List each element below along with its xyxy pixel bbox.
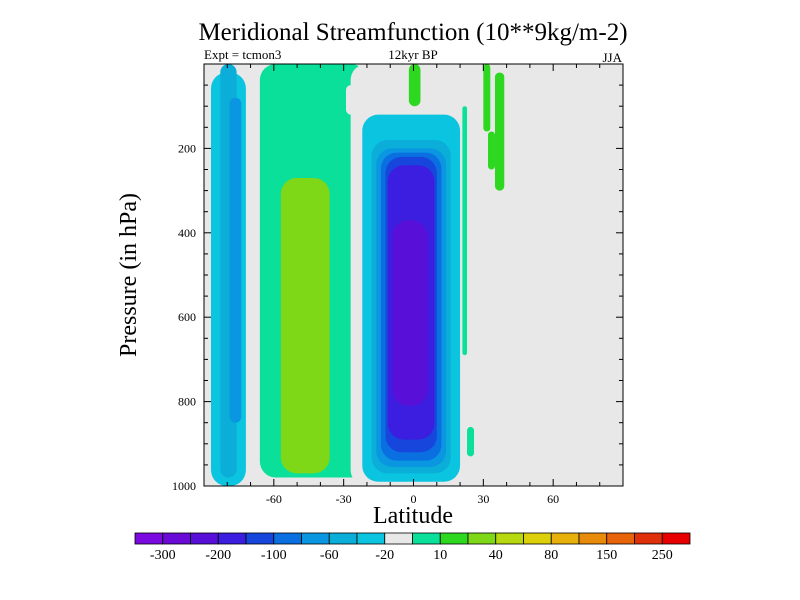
time-period-label: 12kyr BP xyxy=(388,47,437,62)
y-tick-label: 1000 xyxy=(172,479,196,493)
x-tick-label: -30 xyxy=(336,492,352,506)
contour-region xyxy=(448,64,465,128)
colorbar-label: -200 xyxy=(205,548,231,563)
plot-area xyxy=(203,63,624,487)
chart-title: Meridional Streamfunction (10**9kg/m-2) xyxy=(198,19,627,46)
colorbar-label: 40 xyxy=(489,548,503,563)
y-tick-label: 600 xyxy=(178,310,196,324)
colorbar-swatch xyxy=(356,532,386,545)
contour-region xyxy=(494,72,505,191)
contour-region xyxy=(345,85,367,115)
contour-region xyxy=(487,131,495,170)
contour-region xyxy=(392,220,428,406)
contour-region xyxy=(408,64,421,107)
contour-region xyxy=(283,190,326,461)
contour-region xyxy=(467,426,475,457)
colorbar-swatch xyxy=(162,532,191,545)
y-tick-label: 800 xyxy=(178,395,196,409)
colorbar-label: -60 xyxy=(320,548,339,563)
colorbar-swatch xyxy=(273,532,302,545)
contour-region xyxy=(229,97,242,423)
colorbar-swatch xyxy=(412,532,441,545)
contour-fill-layer xyxy=(210,64,505,486)
colorbar-swatch xyxy=(578,532,608,545)
colorbar-swatch xyxy=(134,532,164,545)
contour-region xyxy=(462,106,468,356)
colorbar-label: -20 xyxy=(375,548,394,563)
colorbar-label: -300 xyxy=(150,548,176,563)
x-tick-label: 0 xyxy=(411,492,417,506)
colorbar-label: 80 xyxy=(544,548,558,563)
colorbar-label: 10 xyxy=(433,548,447,563)
colorbar-swatch xyxy=(245,532,275,545)
experiment-label: Expt = tcmon3 xyxy=(204,47,281,62)
colorbar-swatch xyxy=(439,532,469,545)
x-tick-label: 60 xyxy=(547,492,559,506)
colorbar-swatch xyxy=(217,532,247,545)
colorbar-label: 250 xyxy=(652,548,673,563)
y-tick-label: 200 xyxy=(178,141,196,155)
colorbar-swatch xyxy=(634,532,663,545)
x-tick-labels: -60 -30 0 30 60 xyxy=(266,492,559,506)
colorbar-swatch xyxy=(328,532,358,545)
y-tick-labels: 200 400 600 800 1000 xyxy=(172,141,196,493)
y-axis-label: Pressure (in hPa) xyxy=(116,193,142,357)
colorbar-swatch xyxy=(523,532,552,545)
colorbar-swatch xyxy=(495,532,524,545)
colorbar-swatch xyxy=(190,532,219,545)
colorbar: -300 -200 -100 -60 -20 10 40 80 150 250 xyxy=(134,532,691,563)
x-tick-label: 30 xyxy=(477,492,489,506)
colorbar-swatch xyxy=(550,532,580,545)
tick-marks xyxy=(203,63,624,487)
colorbar-swatch xyxy=(467,532,497,545)
contour-region xyxy=(483,64,491,132)
x-tick-label: -60 xyxy=(266,492,282,506)
colorbar-swatch xyxy=(384,532,413,545)
x-axis-label: Latitude xyxy=(373,503,453,529)
colorbar-swatch xyxy=(606,532,635,545)
colorbar-label: 150 xyxy=(596,548,617,563)
y-tick-label: 400 xyxy=(178,226,196,240)
colorbar-label: -100 xyxy=(261,548,287,563)
colorbar-swatch xyxy=(661,532,691,545)
season-label: JJA xyxy=(602,50,622,65)
colorbar-swatch xyxy=(301,532,330,545)
